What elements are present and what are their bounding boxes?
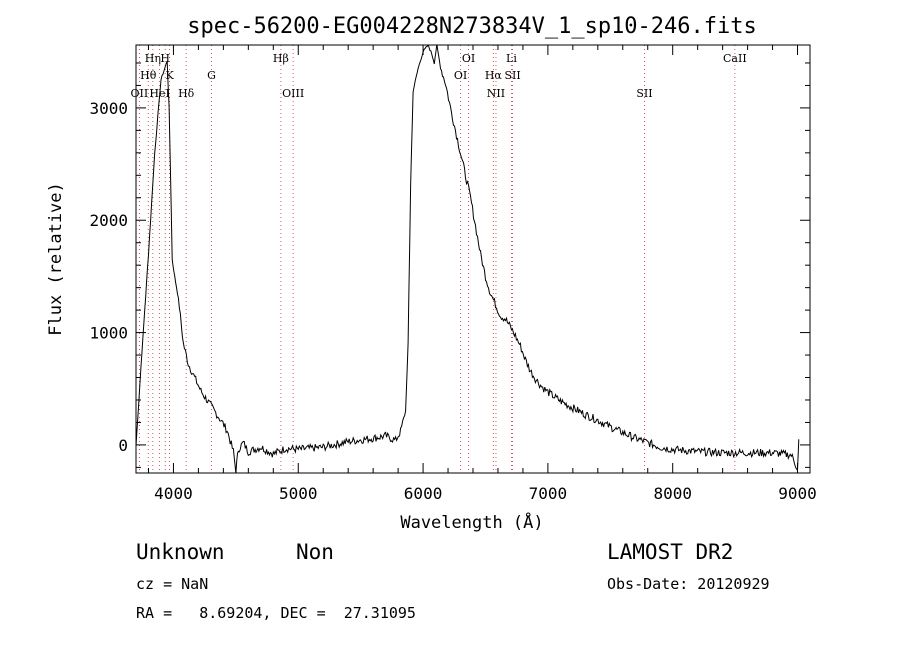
x-axis-label: Wavelength (Å) — [400, 511, 543, 533]
emission-line-label: SII — [504, 69, 520, 82]
redshift-cz: cz = NaN — [136, 575, 209, 593]
x-tick-label: 6000 — [404, 484, 443, 503]
emission-line-label: SII — [636, 87, 652, 100]
y-axis-label: Flux (relative) — [46, 182, 66, 336]
x-tick-label: 7000 — [529, 484, 568, 503]
emission-line-label: K — [165, 69, 174, 82]
emission-line-label: NII — [487, 87, 505, 100]
survey-name: LAMOST DR2 — [607, 540, 734, 564]
emission-line-label: Hη — [145, 52, 161, 65]
emission-line-label: OII — [131, 87, 149, 100]
emission-line-label: Hβ — [273, 52, 289, 65]
emission-line-label: Hα — [485, 69, 503, 82]
y-tick-label: 1000 — [89, 324, 128, 343]
y-tick-label: 0 — [118, 436, 128, 455]
series-layer — [136, 45, 800, 473]
object-subclass: Non — [296, 540, 334, 564]
x-tick-label: 4000 — [154, 484, 193, 503]
emission-line-label: OI — [462, 52, 475, 65]
y-tick-label: 2000 — [89, 211, 128, 230]
emission-line-label: Li — [506, 52, 517, 65]
emission-line-label: G — [207, 69, 216, 82]
emission-line-label: H — [160, 52, 170, 65]
chart-title: spec-56200-EG004228N273834V_1_sp10-246.f… — [187, 14, 757, 39]
emission-line-label: Hθ — [140, 69, 157, 82]
obs-date: Obs-Date: 20120929 — [607, 575, 770, 593]
axes: 4000 5000 6000 7000 8000 9000 0 1000 2000 3000 — [89, 45, 817, 503]
plot-frame — [135, 44, 811, 474]
x-tick-label: 9000 — [778, 484, 817, 503]
emission-line-label: CaII — [723, 52, 747, 65]
y-tick-label: 3000 — [89, 99, 128, 118]
spectrum-series-line — [136, 45, 800, 473]
x-tick-label: 8000 — [653, 484, 692, 503]
x-tick-label: 5000 — [279, 484, 318, 503]
object-class: Unknown — [136, 540, 225, 564]
emission-line-label: OI — [454, 69, 467, 82]
coordinates: RA = 8.69204, DEC = 27.31095 — [136, 604, 416, 622]
emission-line-label: OIII — [282, 87, 304, 100]
emission-lines: OIIHθHηHeIHKHδGHβOIIIOIOIHαNIILiSIISIICa… — [131, 45, 747, 473]
emission-line-label: Hδ — [178, 87, 195, 100]
